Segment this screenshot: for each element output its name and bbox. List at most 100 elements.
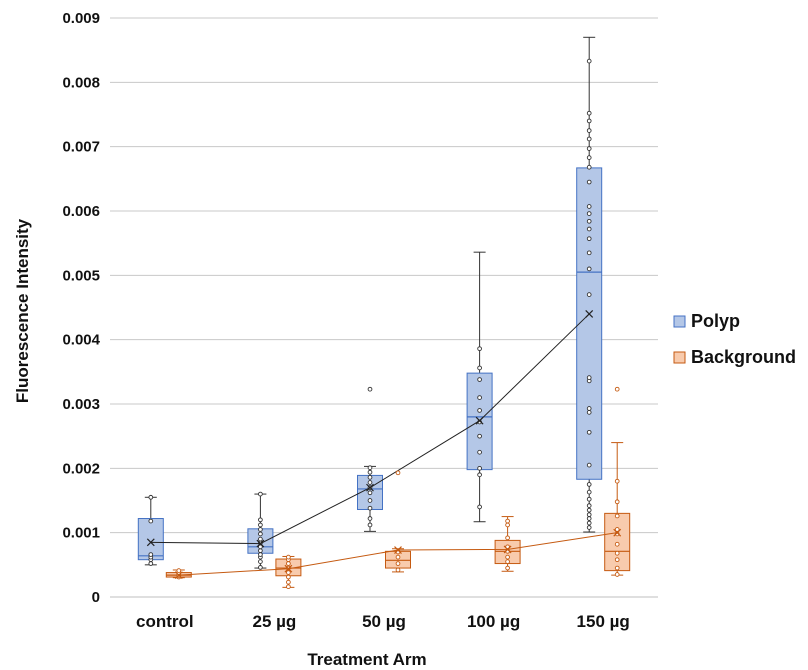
data-point [614, 550, 620, 556]
data-point [586, 525, 592, 530]
data-point [614, 527, 620, 532]
data-point [586, 211, 592, 216]
data-point [586, 146, 592, 151]
data-point [586, 429, 592, 435]
data-point [258, 522, 263, 528]
data-point [258, 548, 263, 554]
data-point [586, 462, 592, 468]
data-point [614, 541, 620, 547]
legend-label-background: Background [691, 347, 796, 367]
data-point [586, 226, 592, 232]
data-point [586, 266, 592, 272]
data-point [505, 554, 510, 560]
data-point [505, 565, 510, 571]
legend: Polyp Background [673, 311, 796, 367]
data-point [286, 561, 291, 566]
series-polyp [137, 36, 603, 570]
data-point [586, 118, 592, 124]
data-point [176, 568, 182, 573]
y-tick-label: 0.008 [62, 74, 100, 91]
data-point [586, 204, 592, 209]
data-point [395, 567, 401, 573]
data-point [367, 386, 373, 392]
data-point [286, 570, 291, 575]
data-point [586, 496, 592, 502]
data-point [258, 517, 263, 523]
data-point [586, 236, 592, 242]
data-point [586, 375, 592, 380]
y-tick-label: 0.009 [62, 10, 100, 27]
data-point [586, 218, 592, 224]
legend-swatch-background [673, 351, 686, 364]
data-point [614, 565, 620, 571]
data-point [477, 346, 482, 352]
data-point [477, 377, 482, 382]
x-tick-label: 25 µg [252, 612, 296, 631]
y-tick-label: 0.007 [62, 139, 100, 156]
data-point [614, 513, 620, 519]
data-point [367, 505, 373, 511]
data-point [148, 518, 154, 524]
data-point [586, 516, 592, 521]
data-point [614, 478, 620, 484]
data-point [367, 480, 373, 485]
data-point [586, 410, 592, 415]
x-tick-label: control [136, 612, 194, 631]
x-tick-label: 50 µg [362, 612, 406, 631]
y-axis-ticks: 0 0.001 0.002 0.003 0.004 0.005 0.006 0.007 0.00… [62, 10, 100, 606]
data-point [477, 504, 482, 510]
data-point [258, 536, 263, 542]
data-point [367, 522, 373, 528]
data-point [614, 572, 620, 577]
data-point [286, 574, 291, 580]
y-tick-label: 0 [92, 589, 100, 606]
data-point [586, 482, 592, 487]
data-point [367, 490, 373, 496]
y-tick-label: 0.001 [62, 525, 100, 542]
x-tick-label: 100 µg [467, 612, 520, 631]
y-axis-title: Fluorescence Intensity [13, 218, 32, 403]
data-point [586, 179, 592, 185]
data-point [258, 527, 263, 532]
gridlines [110, 17, 658, 598]
data-point [477, 433, 482, 439]
data-point [367, 474, 373, 480]
data-point [148, 552, 154, 557]
data-point [367, 498, 373, 503]
data-point [258, 552, 263, 557]
data-point [395, 561, 401, 566]
data-point [395, 470, 401, 476]
data-point [505, 518, 510, 524]
data-point [586, 128, 592, 133]
x-axis-title: Treatment Arm [307, 650, 426, 669]
data-point [477, 408, 482, 413]
data-point [586, 58, 592, 64]
data-point [395, 554, 401, 560]
data-point [586, 136, 592, 142]
data-point [367, 516, 373, 521]
data-point [367, 469, 373, 475]
data-point [586, 164, 592, 170]
data-point [286, 584, 291, 590]
series-background [165, 386, 631, 590]
y-tick-label: 0.004 [62, 332, 100, 349]
data-point [148, 494, 154, 500]
y-tick-label: 0.002 [62, 460, 100, 477]
data-point [586, 406, 592, 411]
data-point [614, 499, 620, 505]
data-point [367, 465, 373, 471]
data-point [586, 512, 592, 518]
data-point [505, 522, 510, 528]
data-point [286, 579, 291, 585]
data-point [586, 155, 592, 160]
data-point [477, 472, 482, 478]
data-point [477, 365, 482, 371]
x-axis-ticks: control 25 µg 50 µg 100 µg 150 µg [136, 612, 630, 631]
data-point [286, 554, 291, 560]
data-point [586, 250, 592, 256]
legend-label-polyp: Polyp [691, 311, 740, 331]
data-point [614, 557, 620, 563]
data-point [505, 559, 510, 564]
data-point [477, 449, 482, 455]
